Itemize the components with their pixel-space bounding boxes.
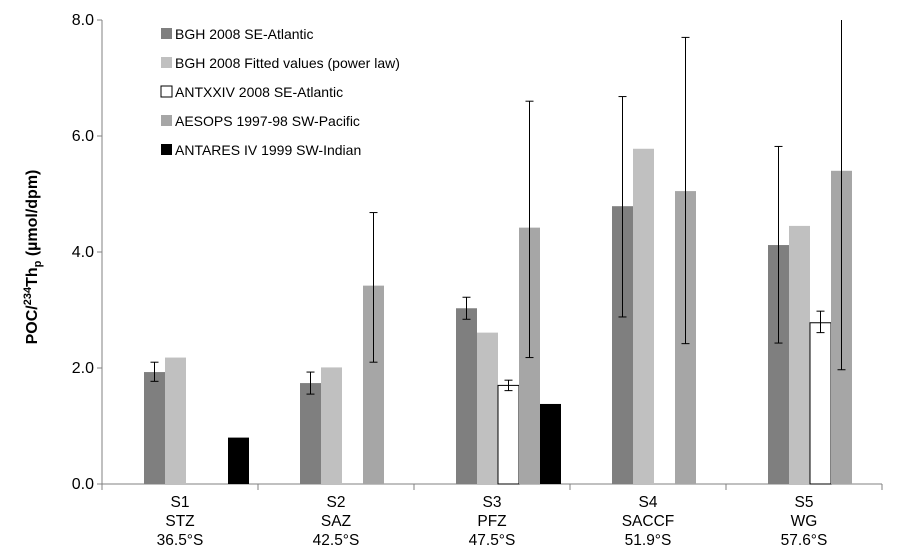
bars: [144, 148, 852, 485]
legend-label: BGH 2008 Fitted values (power law): [175, 55, 400, 71]
legend-label: ANTXXIV 2008 SE-Atlantic: [175, 84, 343, 100]
x-category-label: STZ: [165, 513, 194, 530]
y-tick-label: 4.0: [72, 244, 94, 261]
bar: [144, 372, 165, 484]
error-bars: [150, 20, 846, 395]
bar: [165, 357, 186, 484]
x-category-label: WG: [791, 513, 818, 530]
bar: [477, 332, 498, 484]
bar: [497, 384, 520, 485]
x-category-label: 47.5°S: [469, 532, 516, 549]
x-category-label: S5: [795, 494, 814, 511]
x-axis: S1 STZ 36.5°S S2 SAZ 42.5°S S3 PFZ 47.5°S S4 SACCF…: [101, 483, 883, 549]
legend-label: ANTARES IV 1999 SW-Indian: [175, 142, 361, 158]
y-tick-label: 2.0: [72, 360, 94, 377]
x-category-label: 36.5°S: [157, 532, 204, 549]
x-category-label: 42.5°S: [313, 532, 360, 549]
legend-label: BGH 2008 SE-Atlantic: [175, 26, 314, 42]
y-axis-title: POC/234Thp (µmol/dpm): [22, 170, 44, 345]
x-category-label: S4: [639, 494, 658, 511]
y-label-unit: (µmol/dpm): [24, 170, 41, 261]
bar: [321, 367, 342, 484]
x-category-label: SAZ: [321, 513, 351, 530]
legend-swatch: [161, 28, 172, 39]
bar: [228, 437, 249, 484]
bar: [300, 383, 321, 484]
y-label-superscript: 234: [22, 286, 34, 305]
x-category-label: SACCF: [622, 513, 675, 530]
bar: [633, 148, 654, 484]
legend-swatch: [161, 144, 172, 155]
bar: [768, 245, 789, 484]
x-category-label: 51.9°S: [625, 532, 672, 549]
legend-label: AESOPS 1997-98 SW-Pacific: [175, 113, 360, 129]
y-label-element: Th: [24, 267, 41, 287]
y-label-prefix: POC/: [24, 305, 41, 345]
bar: [363, 285, 384, 484]
bar: [540, 403, 561, 484]
legend-swatch: [160, 85, 173, 98]
y-tick-label: 6.0: [72, 128, 94, 145]
y-axis-label: POC/234Thp (µmol/dpm): [22, 170, 44, 345]
legend: BGH 2008 SE-Atlantic BGH 2008 Fitted valu…: [160, 26, 400, 158]
bar: [809, 322, 832, 485]
legend-swatch: [161, 115, 172, 126]
bar: [456, 308, 477, 484]
y-tick-label: 0.0: [72, 476, 94, 493]
y-label-subscript: p: [32, 260, 44, 267]
x-category-label: PFZ: [477, 513, 506, 530]
y-axis: 0.0 2.0 4.0 6.0 8.0: [72, 12, 103, 493]
x-category-label: S2: [327, 494, 346, 511]
bar: [789, 225, 810, 484]
x-category-label: S1: [171, 494, 190, 511]
y-tick-label: 8.0: [72, 12, 94, 29]
x-category-label: 57.6°S: [781, 532, 828, 549]
x-category-label: S3: [483, 494, 502, 511]
legend-swatch: [161, 57, 172, 68]
bar: [612, 206, 633, 484]
